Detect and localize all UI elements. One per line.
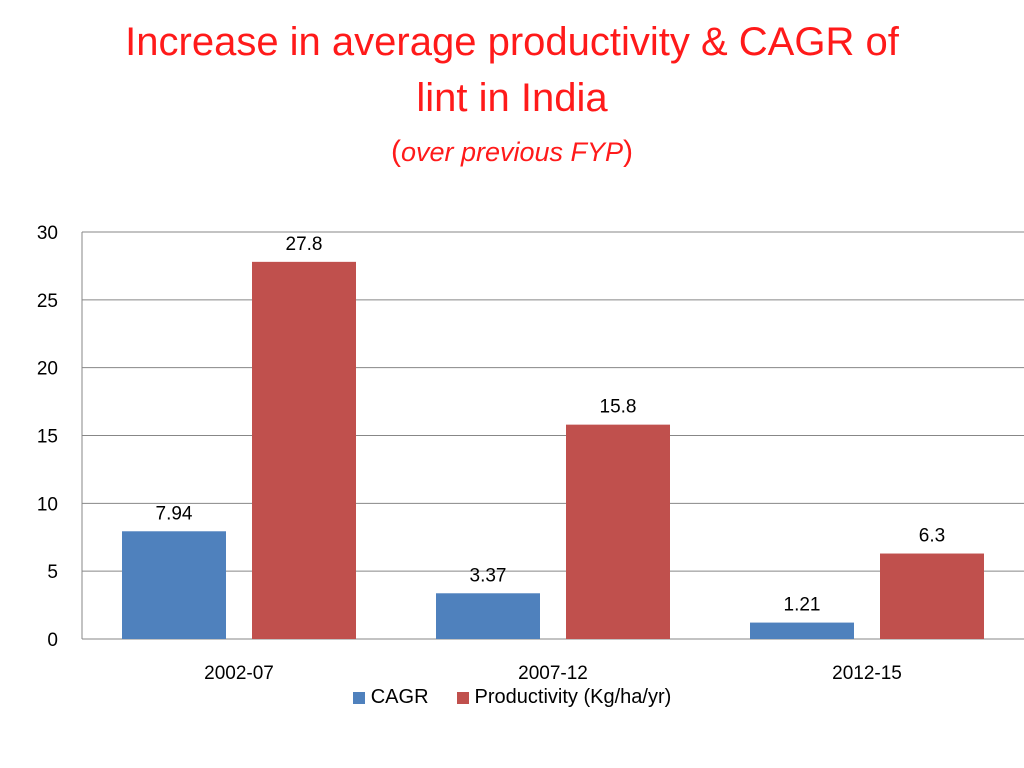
legend-item-productivity: Productivity (Kg/ha/yr) bbox=[456, 686, 672, 709]
subtitle-text: over previous FYP bbox=[400, 137, 624, 167]
legend-swatch-productivity bbox=[456, 691, 469, 704]
subtitle-close-paren: ) bbox=[623, 135, 634, 168]
bar-cagr-2007-12 bbox=[436, 593, 540, 639]
x-category-label: 2007-12 bbox=[518, 663, 588, 684]
x-category-label: 2012-15 bbox=[832, 663, 902, 684]
data-label-productivity-2007-12: 15.8 bbox=[600, 397, 637, 418]
bar-productivity-2007-12 bbox=[566, 424, 670, 639]
chart-legend: CAGR Productivity (Kg/ha/yr) bbox=[0, 686, 1024, 709]
data-label-cagr-2012-15: 1.21 bbox=[784, 595, 821, 616]
y-tick-label: 25 bbox=[37, 291, 58, 312]
data-label-productivity-2002-07: 27.8 bbox=[286, 234, 323, 255]
y-tick-label: 20 bbox=[37, 359, 58, 380]
data-label-cagr-2007-12: 3.37 bbox=[470, 565, 507, 586]
legend-label-cagr: CAGR bbox=[370, 686, 429, 708]
bar-cagr-2012-15 bbox=[750, 622, 854, 639]
bar-productivity-2012-15 bbox=[880, 553, 984, 639]
y-tick-label: 5 bbox=[47, 562, 58, 583]
bar-productivity-2002-07 bbox=[252, 261, 356, 639]
x-category-label: 2002-07 bbox=[204, 663, 274, 684]
legend-label-productivity: Productivity (Kg/ha/yr) bbox=[474, 686, 672, 708]
y-tick-label: 30 bbox=[37, 223, 58, 244]
y-tick-label: 10 bbox=[37, 494, 58, 515]
legend-swatch-cagr bbox=[352, 691, 365, 704]
y-tick-label: 0 bbox=[47, 630, 58, 651]
subtitle-open-paren: ( bbox=[390, 135, 401, 168]
chart-subtitle: (over previous FYP) bbox=[0, 130, 1024, 174]
data-label-productivity-2012-15: 6.3 bbox=[919, 526, 945, 547]
title-line-2: lint in India bbox=[416, 76, 608, 120]
bar-cagr-2002-07 bbox=[122, 531, 226, 639]
title-line-1: Increase in average productivity & CAGR … bbox=[125, 20, 899, 64]
y-tick-label: 15 bbox=[37, 427, 58, 448]
legend-item-cagr: CAGR bbox=[352, 686, 429, 709]
data-label-cagr-2002-07: 7.94 bbox=[156, 503, 193, 524]
chart-title: Increase in average productivity & CAGR … bbox=[0, 14, 1024, 174]
